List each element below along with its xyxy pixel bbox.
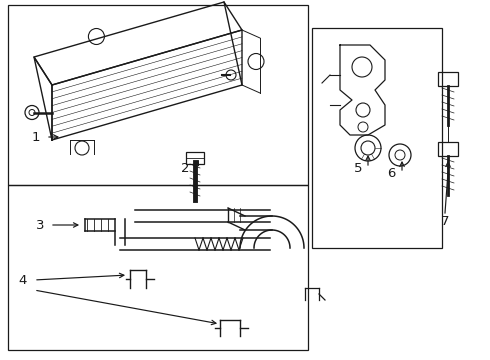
Text: 7: 7 [441, 215, 449, 228]
Text: 3: 3 [35, 219, 44, 231]
Bar [438, 72, 458, 86]
Bar [8, 5, 308, 185]
Text: 4: 4 [19, 274, 27, 287]
Bar [8, 185, 308, 350]
Text: 1: 1 [31, 131, 40, 144]
Text: 5: 5 [353, 162, 362, 175]
Text: 6: 6 [388, 166, 396, 180]
Bar [186, 152, 204, 164]
Bar [438, 142, 458, 156]
Text: 2: 2 [180, 162, 189, 175]
Bar [312, 28, 442, 248]
